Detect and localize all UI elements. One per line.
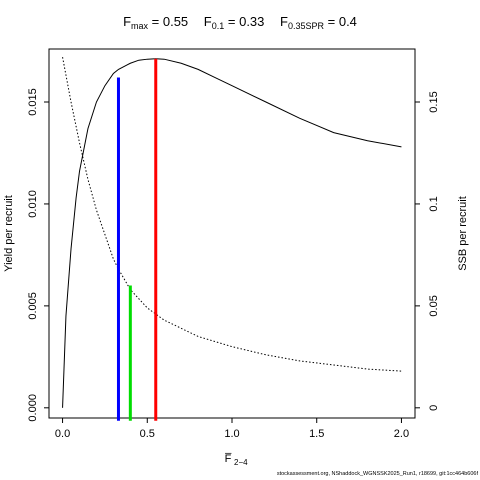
plot-frame <box>48 48 416 419</box>
y-left-axis-label: Yield per recruit <box>3 195 15 272</box>
fmax-label: Fmax = 0.55 <box>123 14 189 31</box>
y-right-tick-label: 0.1 <box>428 196 440 211</box>
y-left-tick-label: 0.010 <box>27 190 39 218</box>
x-tick-label: 1.0 <box>224 428 239 440</box>
yield-per-recruit-line <box>62 58 402 408</box>
x-axis-label: F̅ <box>224 453 232 465</box>
y-left-tick-label: 0.015 <box>27 88 39 116</box>
fspr-label: F0.35SPR = 0.4 <box>280 14 357 31</box>
y-left-tick-label: 0.005 <box>27 292 39 320</box>
footer-source: stockassessment.org, NShaddock_WGNSSK202… <box>276 471 478 477</box>
chart-title: Fmax = 0.55 F0.1 = 0.33 F0.35SPR = 0.4 <box>0 14 480 31</box>
x-axis-label-subscript: 2−4 <box>234 458 248 467</box>
y-right-tick-label: 0.05 <box>428 295 440 316</box>
x-tick-label: 1.5 <box>309 428 324 440</box>
x-tick-label: 0.0 <box>55 428 70 440</box>
y-left-tick-label: 0.000 <box>27 394 39 422</box>
y-right-tick-label: 0.15 <box>428 91 440 112</box>
x-tick-label: 0.5 <box>140 428 155 440</box>
ssb-per-recruit-line <box>62 57 402 372</box>
f01-label: F0.1 = 0.33 <box>203 14 265 31</box>
x-tick-label: 2.0 <box>394 428 409 440</box>
y-right-tick-label: 0 <box>428 405 440 411</box>
y-right-axis-label: SSB per recruit <box>457 196 469 271</box>
